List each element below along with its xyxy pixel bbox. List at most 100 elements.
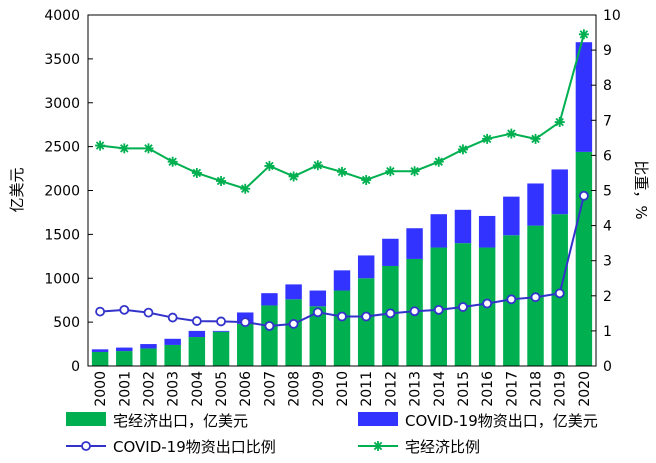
line-layer xyxy=(95,29,589,331)
point-home-economy-ratio-2006 xyxy=(240,183,251,194)
bar-covid-supplies-2009 xyxy=(309,290,327,307)
legend-marker-home-economy-ratio xyxy=(373,441,383,451)
point-covid-ratio-2016 xyxy=(482,298,493,309)
y-axis-right: 0 1 2 3 4 5 6 7 8 9 10 xyxy=(591,8,621,375)
bar-home-economy-2002 xyxy=(140,348,157,366)
x-tick-label-2007: 2007 xyxy=(262,371,278,407)
x-tick-label-2006: 2006 xyxy=(238,371,254,407)
y2-tick-label-7: 7 xyxy=(603,113,612,129)
bar-home-economy-2004 xyxy=(188,337,206,366)
bar-covid-supplies-2015 xyxy=(454,209,472,244)
x-tick-label-2020: 2020 xyxy=(577,371,593,407)
legend-label-home-economy-export: 宅经济出口，亿美元 xyxy=(113,412,248,430)
point-covid-ratio-2020 xyxy=(579,190,589,201)
y2-tick-label-2: 2 xyxy=(603,289,612,305)
x-tick-label-2009: 2009 xyxy=(311,371,327,407)
point-home-economy-ratio-2014 xyxy=(433,156,444,167)
bar-home-economy-2005 xyxy=(212,331,230,366)
x-tick-label-2008: 2008 xyxy=(287,371,303,407)
point-covid-ratio-2004 xyxy=(191,316,202,326)
point-covid-ratio-2006 xyxy=(240,317,251,328)
point-home-economy-ratio-2008 xyxy=(288,171,299,182)
x-tick-label-2017: 2017 xyxy=(504,371,520,407)
bar-covid-supplies-2003 xyxy=(164,338,181,345)
y-tick-label-500: 500 xyxy=(53,315,80,331)
y2-tick-label-9: 9 xyxy=(603,43,612,59)
x-tick-label-2001: 2001 xyxy=(117,371,133,407)
point-covid-ratio-2007 xyxy=(264,321,275,331)
x-tick-label-2000: 2000 xyxy=(93,371,109,407)
point-covid-ratio-2008 xyxy=(288,318,299,329)
y-tick-label-2000: 2000 xyxy=(44,184,80,200)
point-covid-ratio-2005 xyxy=(216,316,226,327)
x-tick-label-2005: 2005 xyxy=(214,371,230,407)
bar-covid-supplies-2002 xyxy=(140,344,157,349)
point-home-economy-ratio-2020 xyxy=(578,29,589,40)
legend-swatch-home-economy-export xyxy=(66,412,106,426)
x-axis: 2000 2001 2002 2003 2004 2005 2006 2007 2008 2009… xyxy=(93,371,593,407)
bar-covid-supplies-2017 xyxy=(503,196,520,236)
point-home-economy-ratio-2016 xyxy=(482,133,493,144)
point-covid-ratio-2017 xyxy=(506,294,517,305)
bar-home-economy-2011 xyxy=(357,278,375,366)
x-tick-label-2014: 2014 xyxy=(432,371,448,407)
point-covid-ratio-2010 xyxy=(337,311,347,322)
point-home-economy-ratio-2019 xyxy=(554,117,565,128)
point-covid-ratio-2019 xyxy=(554,288,565,299)
point-home-economy-ratio-2009 xyxy=(312,160,323,171)
bar-home-economy-2003 xyxy=(164,344,181,366)
bar-covid-supplies-2020 xyxy=(575,42,593,152)
point-home-economy-ratio-2015 xyxy=(457,144,468,155)
x-tick-label-2010: 2010 xyxy=(335,371,351,407)
bar-covid-supplies-2019 xyxy=(551,169,568,215)
bar-home-economy-2010 xyxy=(333,290,351,366)
y-tick-label-3500: 3500 xyxy=(44,52,80,68)
y2-tick-label-10: 10 xyxy=(603,8,621,24)
x-tick-label-2002: 2002 xyxy=(141,371,157,407)
y2-tick-label-8: 8 xyxy=(603,78,612,94)
bar-covid-supplies-2014 xyxy=(430,214,447,248)
point-home-economy-ratio-2012 xyxy=(385,166,396,177)
point-home-economy-ratio-2017 xyxy=(506,128,517,139)
y2-axis-title: 比重，% xyxy=(632,160,650,219)
bar-covid-supplies-2004 xyxy=(188,330,206,338)
point-home-economy-ratio-2007 xyxy=(264,160,275,171)
bar-home-economy-2007 xyxy=(261,305,278,366)
point-home-economy-ratio-2001 xyxy=(119,143,130,154)
x-tick-label-2003: 2003 xyxy=(166,371,182,407)
point-covid-ratio-2002 xyxy=(143,307,154,318)
bar-covid-supplies-2007 xyxy=(261,293,278,306)
bar-home-economy-2006 xyxy=(237,323,254,366)
y-tick-label-1500: 1500 xyxy=(44,227,80,243)
bar-covid-supplies-2013 xyxy=(406,228,423,259)
y-axis-left: 0 500 1000 1500 2000 2500 3000 3500 4000 xyxy=(44,8,93,375)
bar-covid-supplies-2011 xyxy=(357,255,375,279)
y2-tick-label-3: 3 xyxy=(603,254,612,270)
legend: 宅经济出口，亿美元 COVID-19物资出口，亿美元 COVID-19物资出口比例 宅… xyxy=(66,412,598,456)
bar-covid-supplies-2010 xyxy=(333,270,351,291)
point-home-economy-ratio-2004 xyxy=(191,167,202,178)
point-covid-ratio-2013 xyxy=(409,306,420,317)
point-covid-ratio-2011 xyxy=(361,311,372,322)
bar-covid-supplies-2012 xyxy=(382,238,399,266)
point-home-economy-ratio-2000 xyxy=(95,140,106,151)
point-home-economy-ratio-2013 xyxy=(409,166,420,177)
bar-covid-supplies-2000 xyxy=(91,349,109,352)
bar-home-economy-2000 xyxy=(91,351,109,366)
point-home-economy-ratio-2018 xyxy=(530,133,541,144)
bar-covid-supplies-2016 xyxy=(478,215,496,248)
point-covid-ratio-2018 xyxy=(530,292,541,303)
point-covid-ratio-2015 xyxy=(458,302,468,312)
bar-covid-supplies-2008 xyxy=(285,284,302,300)
bar-covid-supplies-2001 xyxy=(116,347,133,352)
y2-tick-label-4: 4 xyxy=(603,219,612,235)
point-home-economy-ratio-2010 xyxy=(337,166,347,177)
point-covid-ratio-2012 xyxy=(385,308,396,319)
bar-covid-supplies-2005 xyxy=(212,330,230,332)
legend-label-home-economy-ratio: 宅经济比例 xyxy=(405,438,480,456)
x-tick-label-2012: 2012 xyxy=(383,371,399,407)
bar-home-economy-2020 xyxy=(575,151,593,366)
legend-swatch-covid-export xyxy=(358,412,398,426)
point-home-economy-ratio-2005 xyxy=(216,176,227,187)
